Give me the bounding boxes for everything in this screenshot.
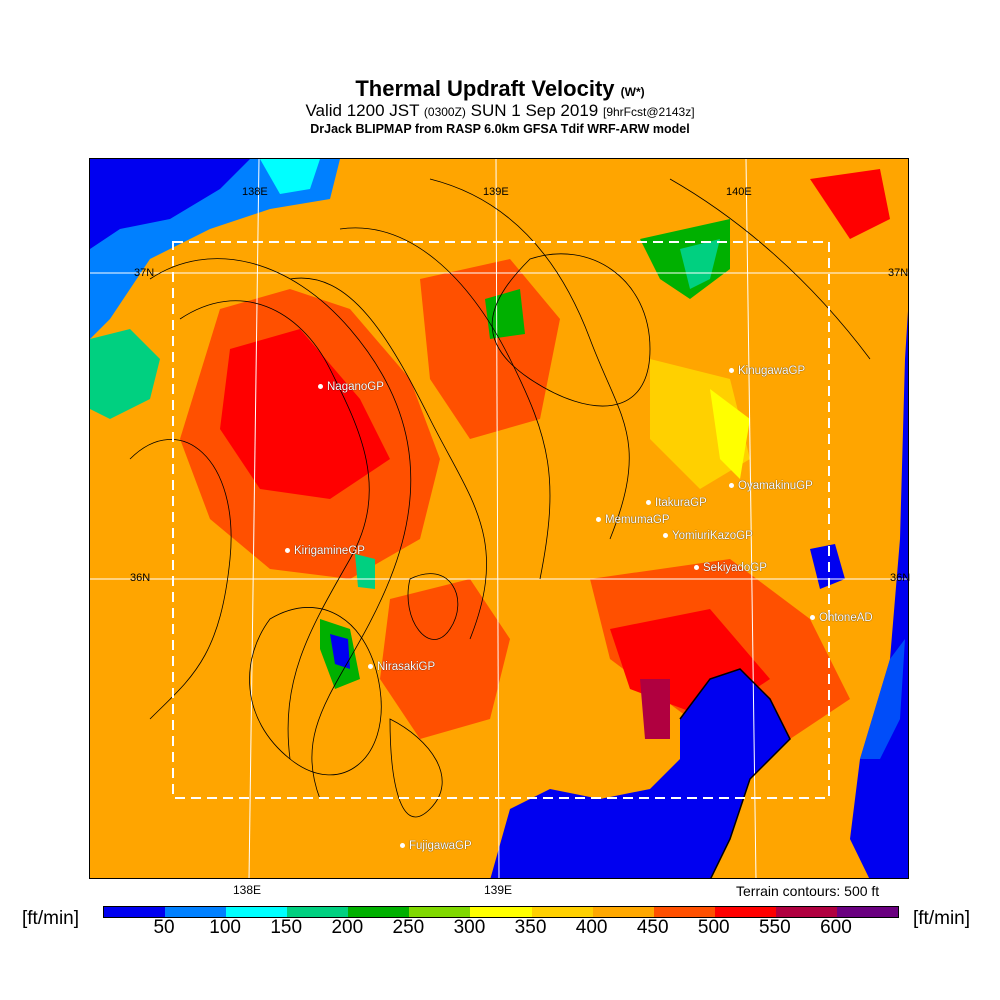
colorbar-tick-label: 550 — [758, 917, 791, 938]
colorbar-swatch — [592, 907, 654, 917]
lon-label: 140E — [726, 186, 752, 198]
colorbar-swatch — [104, 907, 166, 917]
lat-label: 37N — [888, 267, 909, 279]
inner-domain-boundary — [172, 241, 830, 799]
station-marker[interactable]: KinugawaGP — [729, 365, 805, 377]
colorbar-tick-label: 300 — [453, 917, 486, 938]
colorbar-swatch — [714, 907, 776, 917]
colorbar-unit-right: [ft/min] — [913, 908, 971, 929]
colorbar-tick-label: 600 — [820, 917, 852, 938]
colorbar-swatch — [287, 907, 349, 917]
lon-label: 138E — [233, 883, 262, 897]
colorbar-swatch — [409, 907, 471, 917]
lon-label: 139E — [483, 186, 509, 198]
station-marker[interactable]: OyamakinuGP — [729, 480, 813, 492]
colorbar-tick-label: 100 — [209, 917, 241, 938]
colorbar-tick-label: 50 — [153, 917, 175, 938]
model-info: DrJack BLIPMAP from RASP 6.0km GFSA Tdif… — [310, 122, 690, 136]
station-marker[interactable]: SekiyadoGP — [694, 562, 767, 574]
colorbar-tick-label: 350 — [514, 917, 547, 938]
terrain-contours — [129, 178, 871, 818]
colorbar-tick-label: 250 — [392, 917, 425, 938]
colorbar-swatch — [348, 907, 410, 917]
colorbar-tick-label: 400 — [575, 917, 608, 938]
lon-label: 138E — [242, 186, 268, 198]
station-marker[interactable]: NirasakiGP — [368, 661, 435, 673]
colorbar-tick-label: 450 — [636, 917, 669, 938]
map-title: Thermal Updraft Velocity (W*) — [355, 76, 645, 101]
station-marker[interactable]: OhtoneAD — [810, 612, 873, 624]
colorbar-tick-label: 150 — [270, 917, 303, 938]
colorbar-tick-label: 500 — [697, 917, 730, 938]
colorbar-swatch — [775, 907, 837, 917]
station-marker[interactable]: FujigawaGP — [400, 840, 472, 852]
graticule — [90, 159, 908, 878]
sea-east — [850, 311, 908, 878]
thermal-map — [89, 158, 909, 879]
colorbar-swatch — [226, 907, 288, 917]
lon-label: 139E — [484, 883, 513, 897]
colorbar-swatch — [165, 907, 227, 917]
colorbar-swatch — [653, 907, 715, 917]
lat-label: 36N — [890, 572, 911, 584]
colorbar-tick-label: 200 — [331, 917, 364, 938]
colorbar-swatch — [470, 907, 532, 917]
station-marker[interactable]: ItakuraGP — [646, 497, 707, 509]
lat-label: 37N — [134, 267, 155, 279]
terrain-contour-note: Terrain contours: 500 ft — [736, 883, 880, 899]
colorbar-swatch — [836, 907, 899, 917]
valid-time: Valid 1200 JST (0300Z) SUN 1 Sep 2019 [9… — [305, 101, 695, 120]
station-marker[interactable]: MemumaGP — [596, 514, 670, 526]
map-field — [90, 159, 908, 878]
station-marker[interactable]: KirigamineGP — [285, 545, 365, 557]
lat-label: 36N — [130, 572, 151, 584]
station-marker[interactable]: NaganoGP — [318, 381, 384, 393]
sea-south — [490, 669, 790, 878]
colorbar-swatch — [531, 907, 593, 917]
colorbar-unit-left: [ft/min] — [22, 908, 80, 929]
station-marker[interactable]: YomiuriKazoGP — [663, 530, 753, 542]
colorbar — [103, 906, 899, 918]
